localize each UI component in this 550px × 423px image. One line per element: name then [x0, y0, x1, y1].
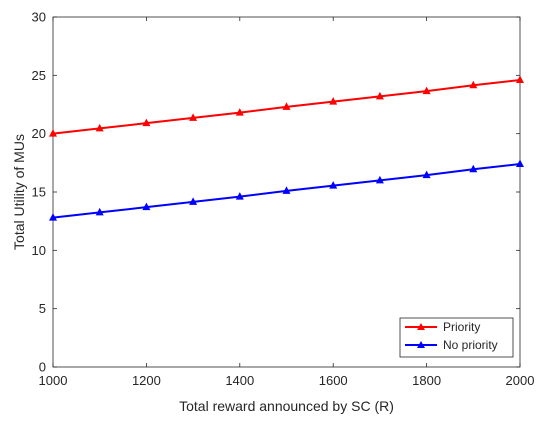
- data-point-priority: [95, 123, 104, 132]
- data-point-priority: [469, 80, 478, 89]
- data-point-no-priority: [235, 192, 244, 200]
- series-layer: [49, 75, 524, 221]
- data-point-priority: [329, 97, 338, 105]
- data-point-no-priority: [469, 164, 478, 173]
- y-tick-label: 20: [32, 126, 46, 141]
- data-point-no-priority: [282, 186, 291, 194]
- x-tick-label: 2000: [506, 373, 535, 388]
- y-tick-label: 10: [32, 243, 46, 258]
- data-point-priority: [235, 108, 244, 116]
- x-tick-label: 1000: [39, 373, 68, 388]
- data-point-priority: [189, 113, 198, 121]
- data-point-no-priority: [516, 159, 524, 167]
- y-tick-label: 5: [39, 301, 46, 316]
- data-point-no-priority: [422, 170, 431, 179]
- legend-marker-priority: [417, 323, 425, 330]
- y-tick-label: 15: [32, 185, 46, 200]
- ticks-layer: 1000 1200 1400 1600 1800 2000 0 5 10 15 20 25 30: [32, 10, 535, 389]
- data-point-priority: [375, 91, 384, 100]
- y-tick-label: 30: [32, 10, 46, 25]
- data-point-priority: [49, 129, 57, 137]
- x-tick-label: 1200: [132, 373, 161, 388]
- legend-label-priority: Priority: [443, 320, 480, 334]
- data-point-priority: [282, 102, 291, 110]
- x-tick-label: 1600: [319, 373, 348, 388]
- y-tick-label: 25: [32, 68, 46, 83]
- data-point-no-priority: [49, 213, 57, 221]
- y-axis-label: Total Utility of MUs: [11, 134, 27, 250]
- legend: Priority No priority: [399, 317, 514, 358]
- data-point-priority: [142, 118, 151, 127]
- legend-box: [399, 317, 514, 358]
- legend-label-no-priority: No priority: [443, 338, 498, 352]
- x-axis-label: Total reward announced by SC (R): [179, 398, 394, 414]
- data-point-priority: [516, 75, 524, 83]
- series-priority: [49, 75, 524, 137]
- data-point-priority: [422, 86, 431, 95]
- data-point-no-priority: [95, 207, 104, 216]
- legend-marker-no-priority: [417, 341, 425, 348]
- y-tick-label: 0: [39, 360, 46, 375]
- data-point-no-priority: [375, 175, 384, 184]
- x-tick-label: 1800: [412, 373, 441, 388]
- data-point-no-priority: [142, 202, 151, 211]
- data-point-no-priority: [329, 181, 338, 189]
- data-point-no-priority: [189, 197, 198, 205]
- x-tick-label: 1400: [225, 373, 254, 388]
- series-no-priority: [49, 159, 524, 221]
